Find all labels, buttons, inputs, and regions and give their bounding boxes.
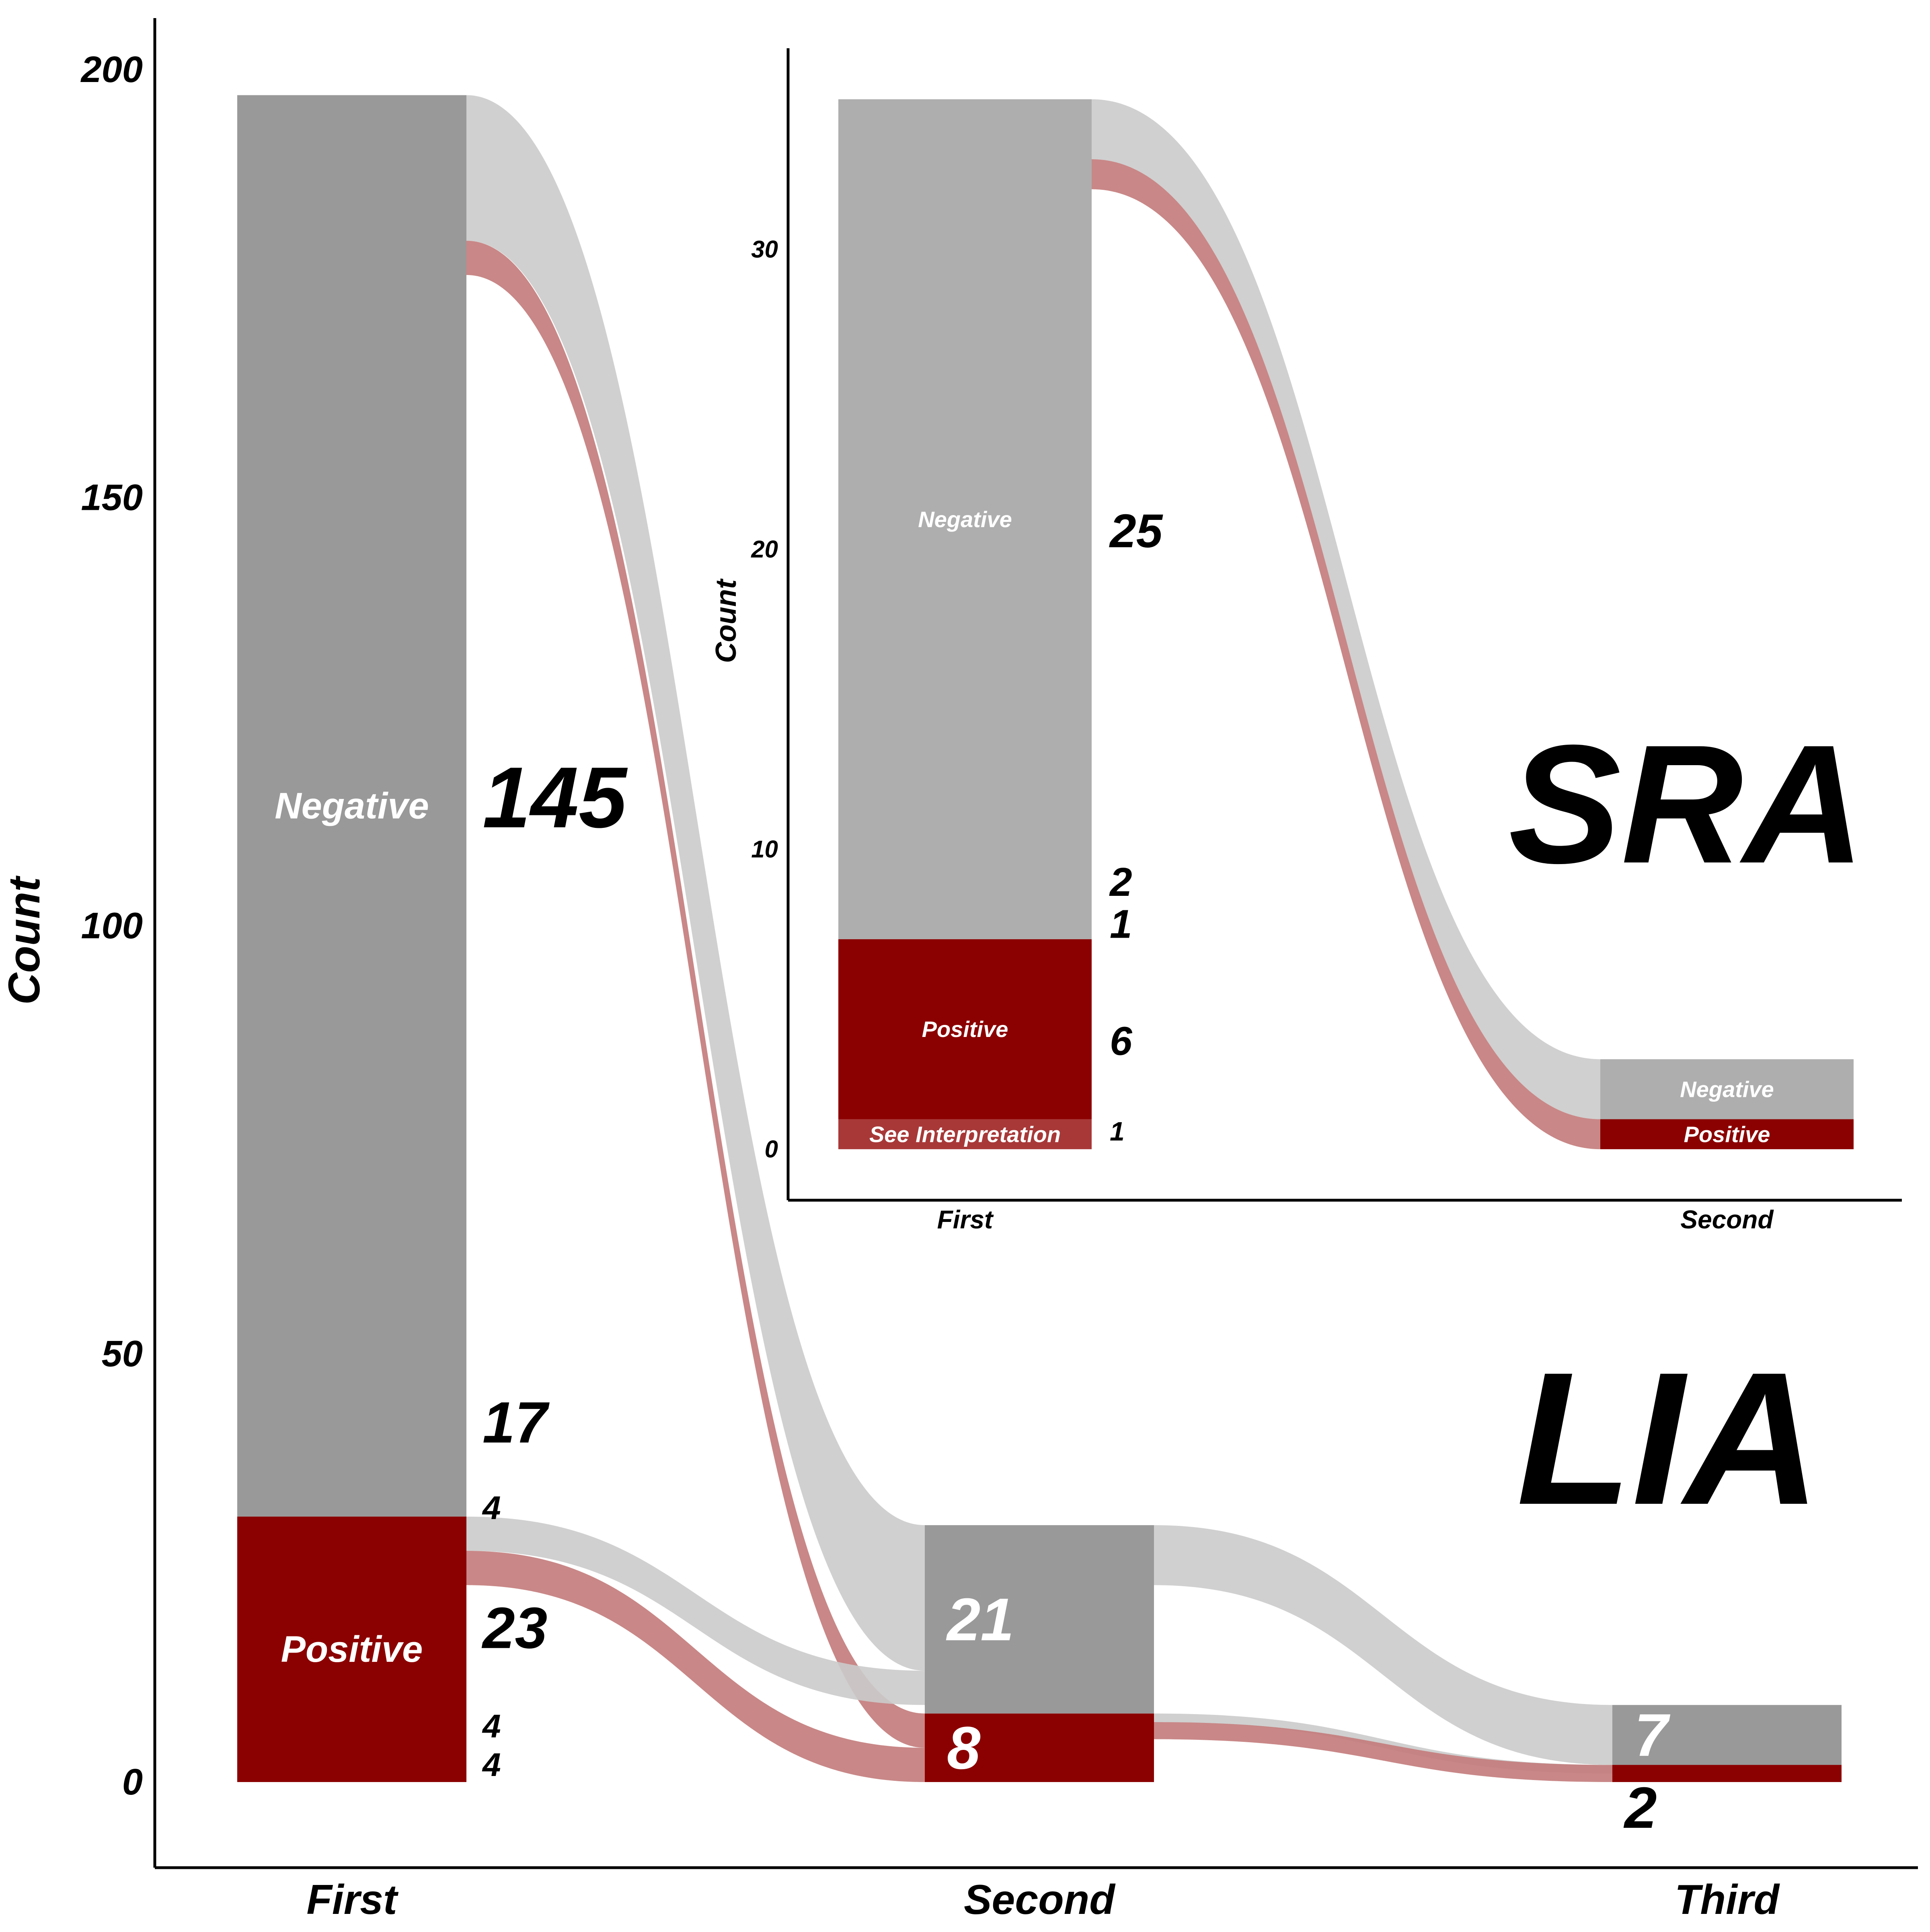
node-second-negative [1600,1059,1854,1119]
y-tick-label-30: 30 [751,236,778,263]
node-label-third-negative: 7 [1634,1701,1671,1769]
y-axis-title: Count [710,578,742,663]
nodes: Negative Positive See Interpretation Negati… [838,99,1854,1150]
x-tick-label-first: First [306,1877,399,1923]
count-label-0: 145 [482,749,628,846]
node-first-positive [237,1516,466,1782]
panel-sra: Negative Positive See Interpretation Negati… [710,48,1902,1234]
flow-second-positive-to-positive [1154,1722,1612,1782]
count-label-4: 4 [482,1708,501,1745]
count-label-1: 17 [482,1390,550,1455]
node-label-second-negative: Negative [1680,1076,1774,1102]
x-tick-label-first: First [937,1205,994,1234]
count-label-3: 23 [481,1595,547,1661]
node-second-positive [925,1713,1154,1782]
flow-first-negative-to-negative [1092,99,1600,1119]
count-label-1: 2 [1109,860,1132,905]
x-tick-label-second: Second [1680,1205,1774,1234]
node-label-first-see-interpretation: See Interpretation [869,1121,1061,1147]
flow-first-positive-to-positive [466,1551,925,1782]
x-tick-label-second: Second [964,1877,1116,1923]
node-first-positive [838,939,1092,1119]
node-first-negative [838,99,1092,939]
flow-first-negative-to-positive [1092,159,1600,1150]
y-axis-title: Count [0,875,49,1005]
node-second-positive [1600,1119,1854,1150]
count-label-3: 6 [1110,1019,1133,1064]
flow-first-positive-to-negative [466,1516,925,1705]
node-label-first-negative: Negative [918,507,1012,532]
flows [466,95,1612,1782]
y-tick-label-50: 50 [102,1333,143,1374]
flow-first-negative-to-negative [466,95,925,1671]
node-label-first-positive: Positive [281,1629,423,1670]
node-third-positive [1612,1765,1842,1782]
panel-title-sra: SRA [1509,710,1865,899]
y-tick-label-100: 100 [81,905,143,946]
node-label-first-negative: Negative [275,785,429,826]
count-label-2: 1 [1110,902,1132,947]
y-tick-label-0: 0 [765,1136,778,1163]
node-third-negative [1612,1705,1842,1765]
x-tick-label-third: Third [1675,1877,1780,1923]
node-first-negative [237,95,466,1517]
node-label-second-positive: Positive [1684,1121,1770,1147]
flow-first-negative-to-positive [466,240,925,1748]
count-label-0: 25 [1109,505,1164,558]
node-second-negative [925,1525,1154,1714]
count-label-5: 4 [482,1747,501,1783]
y-tick-label-20: 20 [751,536,778,563]
node-label-second-negative: 21 [946,1585,1014,1653]
count-label-6: 2 [1623,1775,1657,1840]
count-label-2: 4 [482,1490,501,1526]
y-tick-label-0: 0 [122,1762,143,1803]
count-label-4: 1 [1110,1116,1125,1146]
y-tick-label-10: 10 [751,836,778,863]
panel-title-lia: LIA [1516,1333,1821,1544]
flow-second-negative-to-negative [1154,1525,1612,1765]
y-tick-label-200: 200 [80,49,143,90]
y-tick-label-150: 150 [81,477,143,518]
node-label-second-positive: 8 [947,1714,981,1782]
node-label-first-positive: Positive [922,1016,1008,1042]
axes: 0 10 20 30 First Second Count [710,48,1902,1234]
node-first-see-interpretation [838,1119,1092,1150]
flows [1092,99,1600,1150]
